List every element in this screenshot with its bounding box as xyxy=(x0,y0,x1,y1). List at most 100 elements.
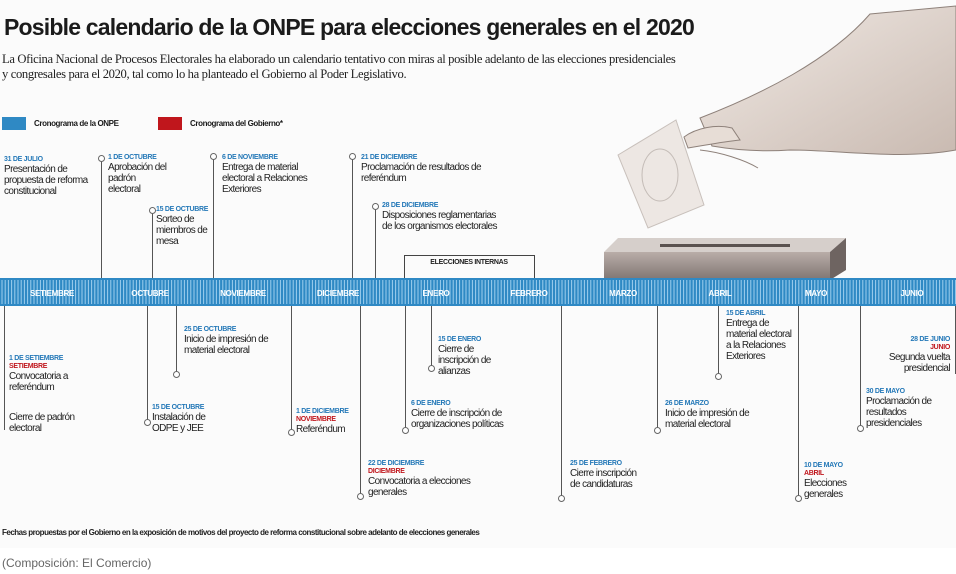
image-credit: (Composición: El Comercio) xyxy=(2,556,152,570)
infographic: Posible calendario de la ONPE para elecc… xyxy=(0,5,956,537)
connector-dot xyxy=(428,365,435,372)
event-text: Cierre de inscripción de organizaciones … xyxy=(411,408,504,430)
connector-dot xyxy=(654,427,661,434)
event-above: 21 DE DICIEMBRE Proclamación de resultad… xyxy=(361,154,482,184)
connector-dot xyxy=(715,373,722,380)
connector-dot xyxy=(149,207,156,214)
event-above: 28 DE DICIEMBRE Disposiciones reglamenta… xyxy=(382,202,506,232)
event-above: 6 DE NOVIEMBRE Entrega de material elect… xyxy=(222,154,318,195)
connector-line xyxy=(291,306,292,432)
connector-dot xyxy=(372,203,379,210)
connector-line xyxy=(352,158,353,278)
month-label: JUNIO xyxy=(900,289,924,298)
connector-line xyxy=(718,306,719,376)
internal-elections-label: ELECCIONES INTERNAS xyxy=(430,259,508,266)
connector-line xyxy=(152,212,153,278)
event-text: Entrega de material electoral a Relacion… xyxy=(222,162,308,195)
event-text: Cierre de inscripción de alianzas xyxy=(438,344,491,377)
event-date: 31 DE JULIO xyxy=(4,156,43,163)
connector-line xyxy=(798,306,799,498)
timeline-band xyxy=(0,278,956,306)
event-below: 15 DE ENERO Cierre de inscripción de ali… xyxy=(438,336,502,377)
event-text: Aprobación del padrón electoral xyxy=(108,162,167,195)
legend-label: Cronograma del Gobierno* xyxy=(190,118,283,128)
event-date: 28 DE DICIEMBRE xyxy=(382,202,439,209)
event-text: Inicio de impresión de material electora… xyxy=(184,334,269,356)
connector-dot xyxy=(173,371,180,378)
connector-dot xyxy=(210,153,217,160)
month-label: MAYO xyxy=(804,289,828,298)
event-date: 1 DE DICIEMBRE xyxy=(296,408,349,415)
event-text: Sorteo de miembros de mesa xyxy=(156,214,208,247)
event-above: 31 DE JULIO Presentación de propuesta de… xyxy=(4,156,96,197)
event-text: Cierre de padrón electoral xyxy=(9,412,75,434)
event-below: 25 DE OCTUBRE Inicio de impresión de mat… xyxy=(184,326,282,356)
event-date: 15 DE OCTUBRE xyxy=(152,404,205,411)
event-date: 25 DE FEBRERO xyxy=(570,460,622,467)
legend-onpe: Cronograma de la ONPE xyxy=(2,116,119,130)
event-date: 21 DE DICIEMBRE xyxy=(361,154,418,161)
event-text: Elecciones generales xyxy=(804,478,847,500)
event-date: 28 DE JUNIO xyxy=(910,336,951,343)
event-date: 6 DE ENERO xyxy=(411,400,451,407)
connector-line xyxy=(360,306,361,496)
event-below: Cierre de padrón electoral xyxy=(9,412,99,434)
connector-dot xyxy=(144,419,151,426)
event-text: Proclamación de resultados presidenciale… xyxy=(866,396,932,429)
event-text: Inicio de impresión de material electora… xyxy=(665,408,750,430)
event-text: Convocatoria a referéndum xyxy=(9,371,68,393)
event-date: 22 DE DICIEMBRE xyxy=(368,460,425,467)
event-below: 1 DE SETIEMBRE SETIEMBRE Convocatoria a … xyxy=(9,355,99,393)
legend-government: Cronograma del Gobierno* xyxy=(158,116,283,130)
connector-line xyxy=(176,306,177,374)
event-text: Referéndum xyxy=(296,424,346,435)
event-text: Disposiciones reglamentarias de los orga… xyxy=(382,210,497,232)
event-date: 10 DE MAYO xyxy=(804,462,843,469)
connector-dot xyxy=(349,153,356,160)
legend-label: Cronograma de la ONPE xyxy=(34,118,119,128)
event-text: Instalación de ODPE y JEE xyxy=(152,412,206,434)
event-date: 1 DE OCTUBRE xyxy=(108,154,157,161)
connector-line xyxy=(101,160,102,278)
event-below: 28 DE JUNIO JUNIO Segunda vuelta preside… xyxy=(872,336,951,374)
event-text: Proclamación de resultados de referéndum xyxy=(361,162,482,184)
month-label: FEBRERO xyxy=(510,289,548,298)
connector-dot xyxy=(357,493,364,500)
event-below: 6 DE ENERO Cierre de inscripción de orga… xyxy=(411,400,531,430)
connector-line xyxy=(147,306,148,424)
event-date: 30 DE MAYO xyxy=(866,388,905,395)
month-label: NOVIEMBRE xyxy=(220,289,266,298)
event-date: 15 DE ABRIL xyxy=(726,310,766,317)
event-text: Cierre inscripción de candidaturas xyxy=(570,468,637,490)
event-date: 6 DE NOVIEMBRE xyxy=(222,154,278,161)
event-date: 1 DE SETIEMBRE xyxy=(9,355,64,362)
page-title: Posible calendario de la ONPE para elecc… xyxy=(4,14,695,40)
connector-line xyxy=(657,306,658,430)
connector-line xyxy=(405,306,406,430)
event-gov-date: NOVIEMBRE xyxy=(296,416,336,423)
connector-line xyxy=(4,306,5,430)
month-label: MARZO xyxy=(609,289,637,298)
event-text: Presentación de propuesta de reforma con… xyxy=(4,164,88,197)
event-below: 25 DE FEBRERO Cierre inscripción de cand… xyxy=(570,460,646,490)
event-text: Convocatoria a elecciones generales xyxy=(368,476,471,498)
event-below: 30 DE MAYO Proclamación de resultados pr… xyxy=(866,388,946,429)
connector-dot xyxy=(795,495,802,502)
legend-swatch-blue xyxy=(2,116,26,130)
event-date: 15 DE OCTUBRE xyxy=(156,206,209,213)
connector-dot xyxy=(402,427,409,434)
connector-dot xyxy=(857,425,864,432)
event-gov-date: SETIEMBRE xyxy=(9,363,48,370)
connector-line xyxy=(213,158,214,278)
band-ticks xyxy=(1,280,956,304)
event-gov-date: JUNIO xyxy=(930,344,950,351)
legend-swatch-red xyxy=(158,116,182,130)
event-below: 26 DE MARZO Inicio de impresión de mater… xyxy=(665,400,777,430)
connector-line xyxy=(431,306,432,368)
event-text: Segunda vuelta presidencial xyxy=(888,352,951,374)
connector-dot xyxy=(98,155,105,162)
connector-dot xyxy=(288,429,295,436)
month-label: DICIEMBRE xyxy=(316,289,360,298)
event-date: 25 DE OCTUBRE xyxy=(184,326,237,333)
event-below: 15 DE OCTUBRE Instalación de ODPE y JEE xyxy=(152,404,228,434)
